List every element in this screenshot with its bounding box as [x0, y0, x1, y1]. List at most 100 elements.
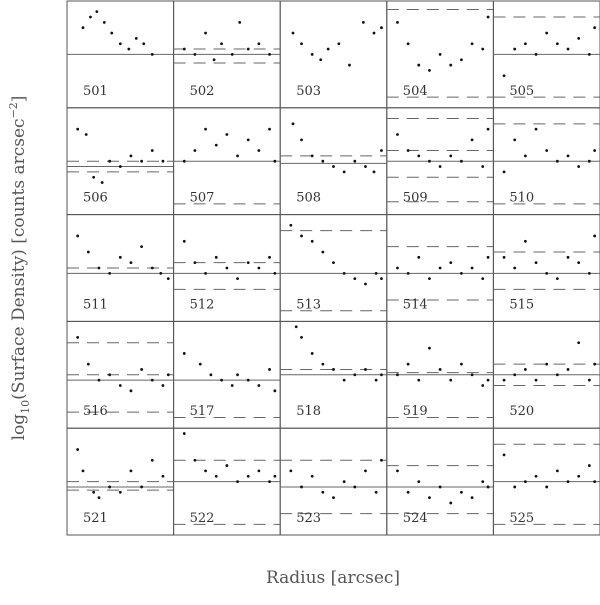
- point: [470, 42, 474, 46]
- point: [182, 47, 186, 51]
- point: [294, 325, 298, 329]
- point: [246, 261, 250, 265]
- point: [159, 271, 163, 275]
- point: [555, 159, 559, 163]
- point: [81, 469, 85, 473]
- point: [460, 271, 463, 275]
- point: [417, 378, 421, 382]
- point: [587, 159, 591, 163]
- point: [353, 373, 357, 377]
- y-axis-label: log10(Surface Density) [counts arcsec−2]: [7, 96, 32, 441]
- point: [428, 496, 431, 500]
- point: [182, 159, 186, 163]
- panel-label: 522: [190, 511, 215, 526]
- point: [481, 480, 485, 483]
- point: [523, 42, 527, 46]
- point: [364, 282, 367, 286]
- point: [214, 255, 218, 259]
- point: [108, 373, 112, 377]
- y-label-part: (Surface Density) [counts arcsec: [9, 118, 29, 399]
- point: [193, 458, 197, 462]
- panel-label: 509: [403, 191, 428, 206]
- point: [587, 271, 591, 275]
- point: [300, 485, 303, 489]
- point: [406, 42, 410, 46]
- point: [150, 378, 154, 382]
- point: [300, 234, 303, 238]
- point: [470, 266, 474, 270]
- point: [364, 368, 367, 371]
- point: [129, 261, 133, 265]
- point: [449, 378, 453, 382]
- point: [364, 469, 367, 473]
- point: [555, 277, 559, 281]
- point: [396, 20, 399, 24]
- point: [204, 469, 207, 473]
- point: [593, 149, 597, 152]
- point: [577, 36, 581, 40]
- point: [428, 159, 431, 163]
- point: [86, 362, 90, 366]
- point: [361, 20, 365, 24]
- point: [310, 53, 314, 56]
- point: [86, 250, 90, 254]
- point: [150, 149, 154, 152]
- point: [140, 368, 144, 371]
- point: [523, 480, 527, 483]
- point: [273, 159, 277, 163]
- point: [110, 31, 114, 35]
- point: [257, 469, 261, 473]
- point: [220, 42, 223, 46]
- point: [166, 373, 170, 377]
- point: [108, 485, 112, 489]
- point: [209, 373, 213, 377]
- point: [342, 378, 346, 382]
- point: [127, 47, 131, 51]
- point: [555, 373, 559, 377]
- point: [332, 261, 335, 265]
- point: [545, 271, 549, 275]
- point: [486, 255, 490, 259]
- point: [374, 378, 378, 382]
- point: [449, 154, 453, 158]
- point: [97, 496, 101, 500]
- panel-label: 502: [190, 84, 215, 99]
- point: [142, 42, 146, 46]
- point: [81, 26, 85, 30]
- point: [204, 127, 207, 131]
- point: [470, 138, 474, 142]
- point: [502, 378, 506, 382]
- panel-label: 501: [83, 84, 108, 99]
- point: [513, 47, 517, 51]
- point: [319, 58, 323, 62]
- point: [406, 490, 410, 494]
- point: [486, 15, 490, 19]
- point: [291, 31, 295, 35]
- point: [161, 384, 165, 387]
- point: [417, 63, 421, 67]
- point: [353, 485, 357, 489]
- panel-label: 506: [83, 191, 108, 206]
- point: [246, 474, 250, 478]
- point: [310, 352, 314, 355]
- point: [332, 165, 335, 168]
- point: [587, 53, 591, 56]
- panel-label: 510: [509, 191, 534, 206]
- panel-label: 518: [296, 404, 321, 419]
- point: [268, 368, 271, 371]
- point: [246, 47, 250, 51]
- point: [193, 53, 197, 56]
- y-label-part: ]: [9, 96, 29, 103]
- point: [76, 448, 80, 451]
- point: [193, 149, 197, 152]
- point: [273, 389, 277, 393]
- point: [204, 31, 207, 35]
- point: [481, 47, 485, 51]
- point: [118, 42, 122, 46]
- point: [428, 346, 431, 350]
- point: [593, 234, 597, 238]
- point: [300, 138, 303, 142]
- point: [534, 127, 538, 131]
- point: [438, 368, 442, 371]
